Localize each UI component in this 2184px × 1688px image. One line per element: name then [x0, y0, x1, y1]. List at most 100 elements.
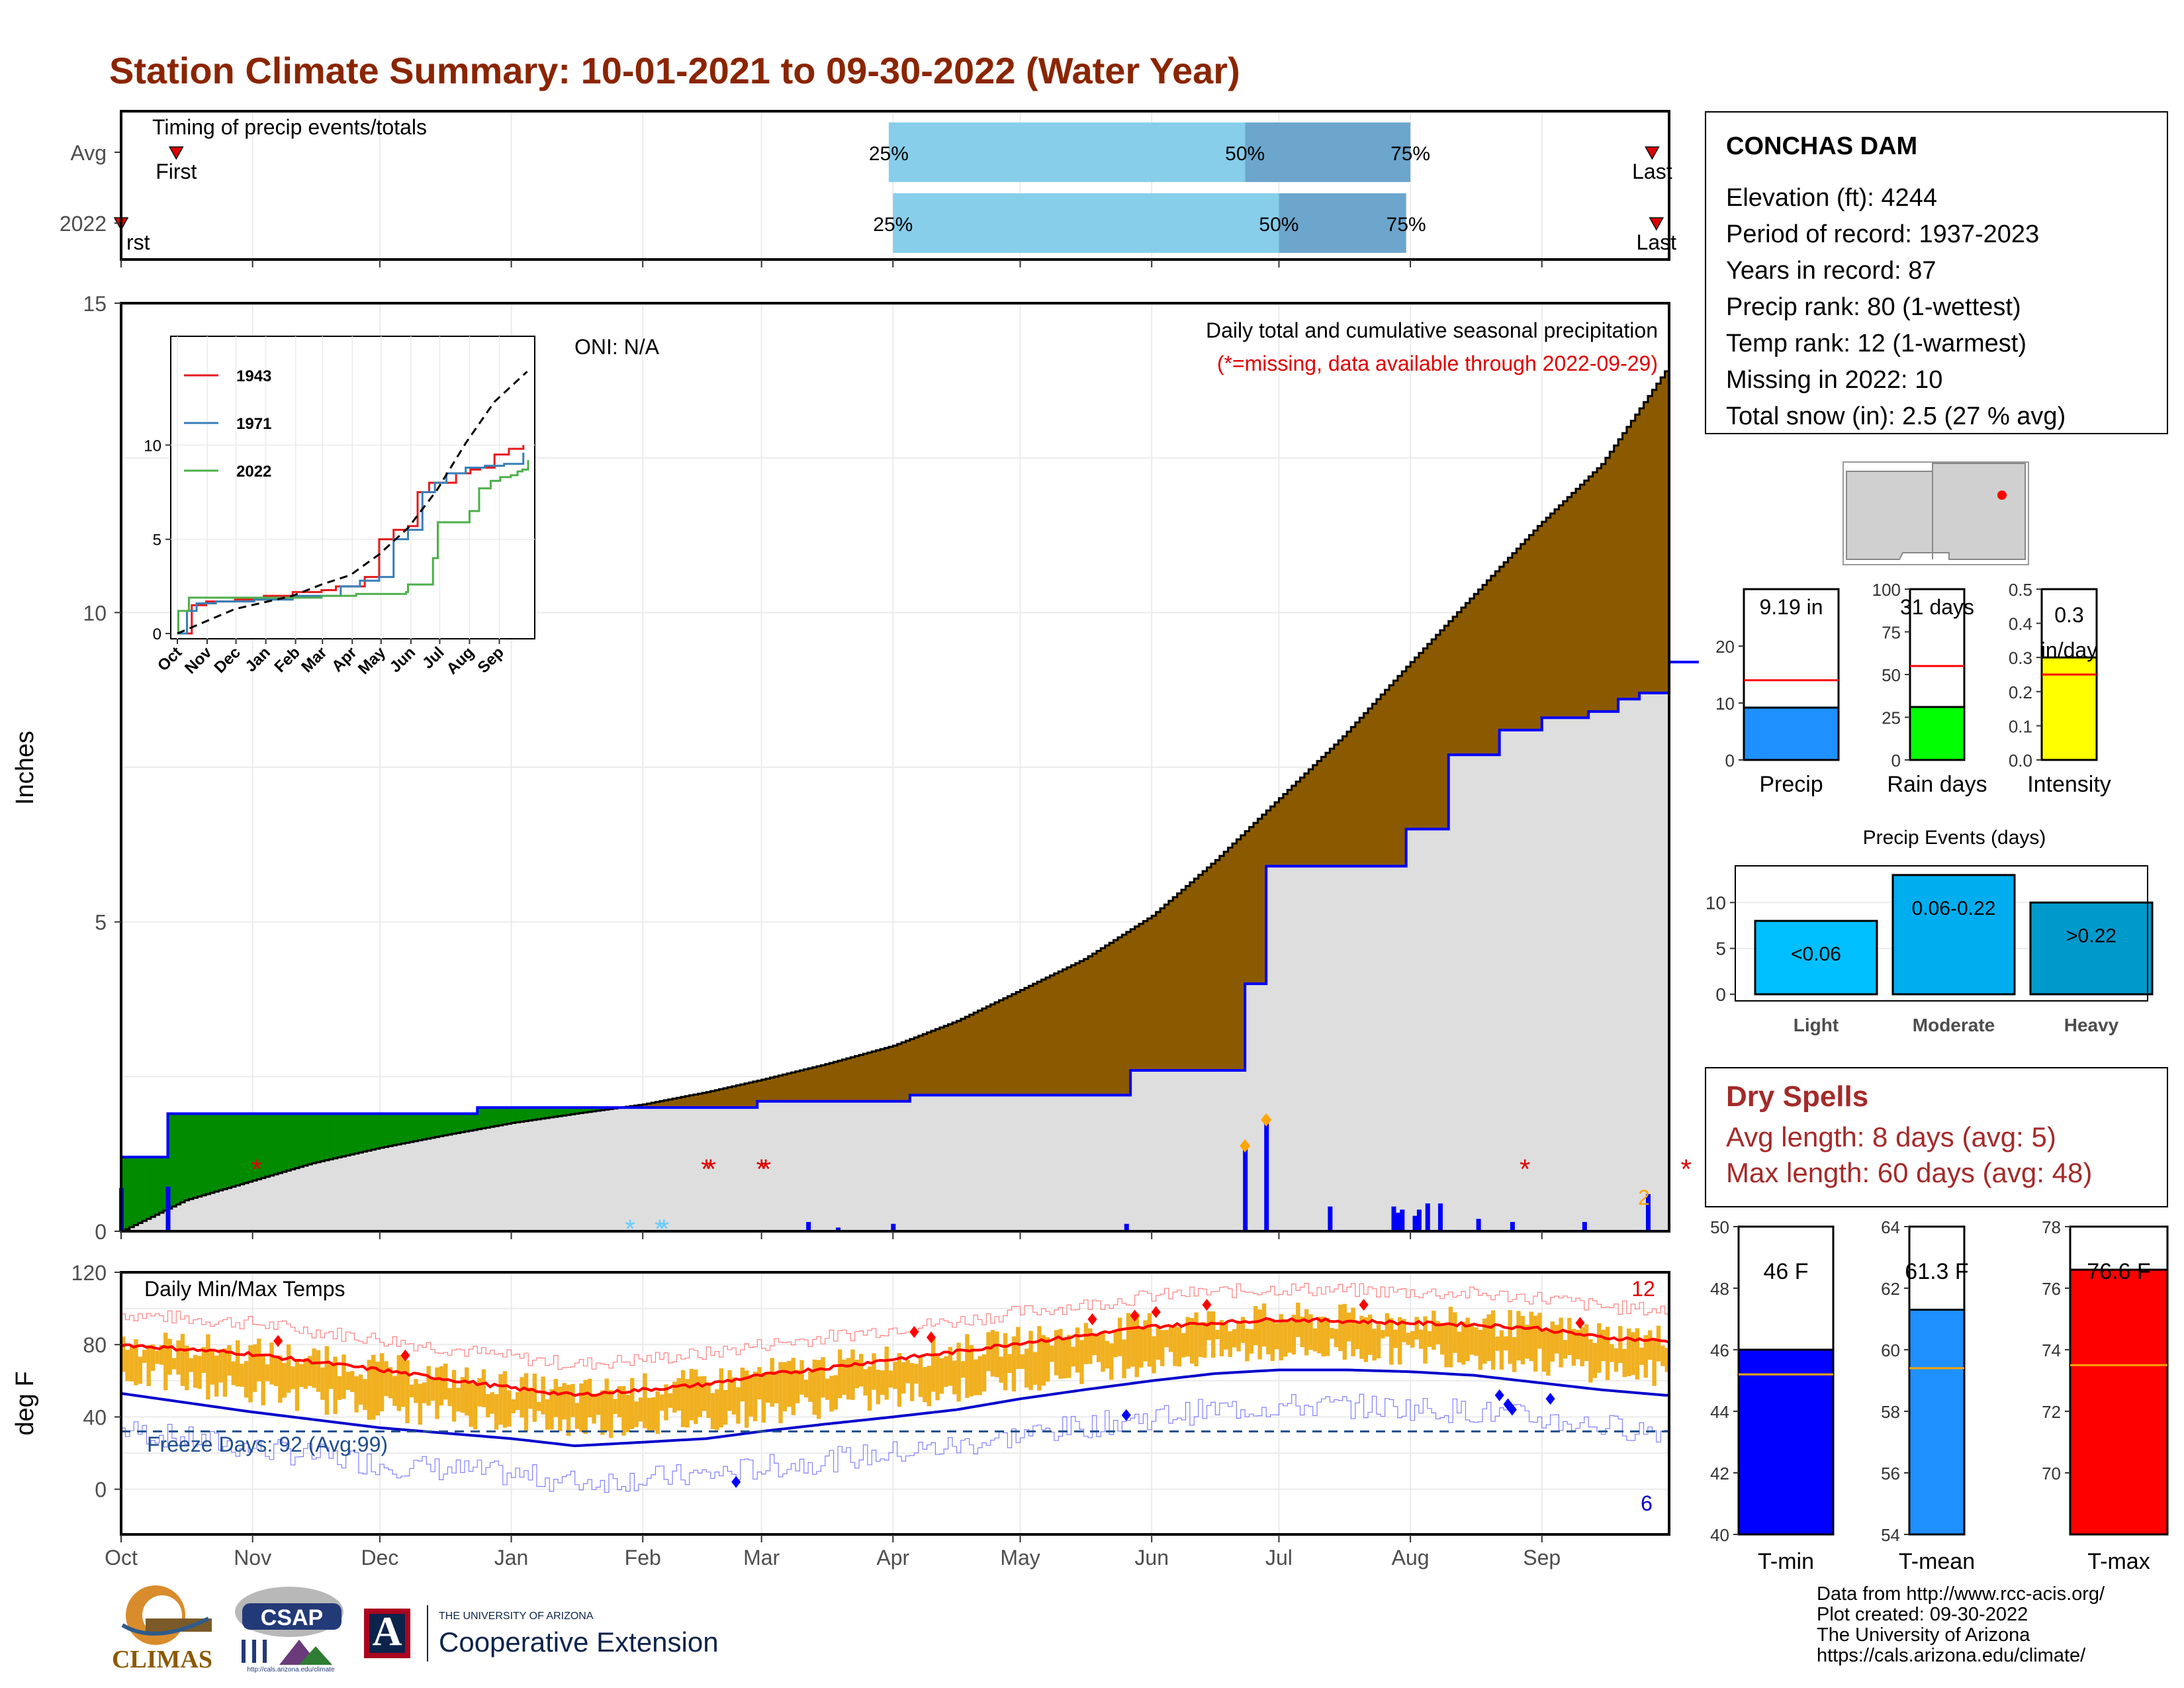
precip-events-y-tick-label: 10	[1706, 892, 1726, 913]
temp-daily-range	[553, 1379, 559, 1417]
precip-base-area	[121, 692, 1669, 1231]
temp-daily-range	[766, 1372, 770, 1403]
temp-daily-range	[261, 1354, 265, 1405]
temp-daily-range	[1194, 1312, 1199, 1367]
temp-daily-range	[189, 1358, 193, 1372]
temp-daily-range	[1567, 1317, 1572, 1355]
temp-record-high-trace	[121, 1283, 1669, 1370]
station-info-box: CONCHAS DAM Elevation (ft): 4244 Period …	[1705, 111, 2168, 434]
temp-daily-range	[1266, 1318, 1271, 1354]
temp-daily-range	[740, 1367, 745, 1402]
temp-daily-range	[138, 1356, 143, 1384]
temp-daily-range	[426, 1366, 431, 1406]
temp-daily-range	[1618, 1326, 1623, 1363]
summary-bar-2	[2040, 656, 2098, 761]
temp-daily-range	[142, 1350, 147, 1363]
summary-panel-label-0: Precip	[1759, 772, 1823, 797]
snow-marker: *	[625, 1215, 635, 1244]
temp-daily-range	[1037, 1326, 1042, 1391]
temp-daily-range	[1372, 1329, 1377, 1361]
temp-daily-range	[532, 1374, 537, 1422]
daily-precip-bar	[165, 1186, 171, 1231]
record-high-marker	[1575, 1317, 1585, 1329]
temp-daily-range	[244, 1360, 249, 1398]
temp-daily-range	[1580, 1327, 1584, 1367]
temp-daily-range	[1461, 1321, 1466, 1365]
temp-daily-range	[893, 1362, 897, 1389]
temp-daily-range	[121, 1336, 126, 1372]
temp-daily-range	[291, 1366, 295, 1389]
summary-bar-1	[1909, 706, 1966, 761]
summary-y-tick-label: 0	[1891, 751, 1901, 771]
temp-daily-range	[1393, 1329, 1398, 1348]
temp-daily-range	[1516, 1311, 1521, 1361]
temp-daily-range	[1576, 1330, 1580, 1360]
temp-daily-range	[833, 1375, 838, 1410]
temp-daily-range	[1249, 1329, 1253, 1354]
credit-url: https://cals.arizona.edu/climate/	[1817, 1645, 2086, 1666]
timing-bar-25-50	[888, 122, 1246, 182]
temp-daily-range	[634, 1401, 639, 1427]
temp-summary-y-tick-label: 44	[1710, 1402, 1729, 1422]
temp-daily-range	[719, 1368, 723, 1428]
temp-daily-range	[163, 1333, 168, 1391]
timing-last-label: Last	[1637, 230, 1677, 254]
temp-daily-range	[978, 1356, 982, 1395]
temp-daily-range	[1376, 1324, 1381, 1359]
temp-daily-range	[655, 1391, 660, 1434]
temp-daily-range	[528, 1387, 533, 1409]
temp-daily-range	[863, 1369, 868, 1396]
temp-daily-range	[523, 1373, 529, 1432]
precip-panel-frame	[120, 302, 1670, 1233]
temp-daily-range	[1147, 1313, 1152, 1367]
temp-daily-range	[286, 1344, 291, 1393]
temp-summary-panel-label-2: T-max	[2087, 1549, 2150, 1574]
temp-daily-range	[1368, 1314, 1373, 1355]
temp-daily-range	[345, 1372, 351, 1390]
temp-x-tick-label: Nov	[234, 1546, 271, 1570]
temp-avg-max-line	[120, 1317, 1670, 1397]
oni-label: ONI: N/A	[574, 335, 660, 359]
temp-daily-range	[570, 1383, 575, 1417]
temp-x-tick-label: Jun	[1134, 1546, 1169, 1570]
temp-daily-range	[566, 1384, 571, 1436]
temp-daily-range	[1334, 1329, 1339, 1348]
timing-first-label: rst	[126, 230, 150, 254]
temp-daily-range	[1181, 1333, 1186, 1358]
temp-daily-range	[418, 1383, 422, 1425]
daily-precip-bar	[891, 1223, 896, 1231]
temp-daily-range	[1465, 1317, 1470, 1362]
temp-daily-range	[201, 1346, 206, 1373]
temp-daily-range	[1177, 1327, 1182, 1367]
temp-summary-y-tick-label: 42	[1710, 1464, 1729, 1483]
temp-daily-range	[808, 1371, 813, 1402]
temp-x-tick-label: Jan	[494, 1546, 529, 1570]
record-low-count: 6	[1641, 1491, 1653, 1515]
page-title: Station Climate Summary: 10-01-2021 to 0…	[109, 50, 1240, 91]
temp-daily-range	[379, 1353, 385, 1412]
temp-daily-range	[1045, 1336, 1050, 1382]
temp-daily-range	[1631, 1332, 1635, 1376]
station-years: Years in record: 87	[1726, 257, 1936, 285]
temp-daily-range	[752, 1372, 758, 1421]
temp-daily-range	[905, 1360, 910, 1383]
credit-data-source: Data from http://www.rcc-acis.org/	[1817, 1583, 2105, 1605]
temp-daily-range	[486, 1393, 490, 1418]
temp-daily-range	[171, 1358, 177, 1370]
temp-daily-range	[1432, 1311, 1436, 1350]
timing-bar-50-75	[1279, 193, 1406, 253]
temp-summary-panel-label-1: T-mean	[1899, 1549, 1975, 1574]
temp-daily-range	[265, 1364, 270, 1382]
missing-marker: *	[756, 1154, 766, 1185]
temp-daily-range	[1257, 1309, 1262, 1360]
summary-y-tick-label: 0.0	[2009, 751, 2032, 771]
inset-series-2022	[177, 460, 529, 635]
precip-events-value-label-2: >0.22	[2066, 925, 2116, 947]
temp-daily-range	[1291, 1315, 1297, 1355]
temp-daily-range	[1584, 1324, 1589, 1362]
temp-daily-range	[1478, 1329, 1483, 1370]
summary-bar-0	[1743, 706, 1840, 761]
daily-precip-bar	[1425, 1203, 1430, 1231]
temp-daily-range	[367, 1360, 372, 1420]
temp-summary-value-label-1: 61.3 F	[1905, 1259, 1968, 1284]
